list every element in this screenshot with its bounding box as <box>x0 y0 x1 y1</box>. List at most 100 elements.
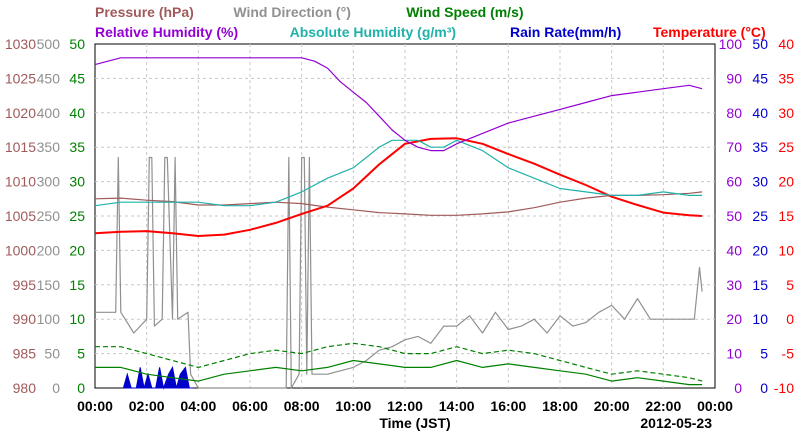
temperature-tick-label: 20 <box>778 174 794 190</box>
grid <box>95 44 715 388</box>
pressure-tick-label: 1015 <box>5 139 36 155</box>
pressure-tick-label: 1000 <box>5 242 36 258</box>
rain_rate-tick-label: 10 <box>752 311 768 327</box>
x-tick-label: 08:00 <box>284 398 320 414</box>
wind_direction-tick-label: 50 <box>44 346 60 362</box>
wind_speed-tick-label: 25 <box>69 208 85 224</box>
header-label: Wind Speed (m/s) <box>406 4 523 20</box>
relative_humidity-tick-label: 100 <box>719 36 743 52</box>
x-tick-label: 02:00 <box>129 398 165 414</box>
relative_humidity-tick-label: 10 <box>726 346 742 362</box>
relative_humidity-tick-label: 40 <box>726 242 742 258</box>
x-tick-label: 00:00 <box>697 398 733 414</box>
data-series <box>94 57 703 390</box>
pressure-tick-label: 1025 <box>5 70 36 86</box>
temperature-tick-label: 5 <box>786 277 794 293</box>
right-axes: 1009080706050403020100504540353025201510… <box>719 36 795 396</box>
header-label: Pressure (hPa) <box>95 4 194 20</box>
relative_humidity-tick-label: 20 <box>726 311 742 327</box>
x-tick-label: 18:00 <box>542 398 578 414</box>
rain_rate-tick-label: 50 <box>752 36 768 52</box>
x-tick-label: 22:00 <box>645 398 681 414</box>
relative_humidity-tick-label: 90 <box>726 70 742 86</box>
wind-direction-series <box>95 156 703 389</box>
rain_rate-tick-label: 5 <box>760 346 768 362</box>
rain_rate-tick-label: 25 <box>752 208 768 224</box>
rain_rate-tick-label: 0 <box>760 380 768 396</box>
temperature-tick-label: 40 <box>778 36 794 52</box>
temperature-tick-label: 25 <box>778 139 794 155</box>
pressure-tick-label: 980 <box>13 380 37 396</box>
relative_humidity-tick-label: 50 <box>726 208 742 224</box>
chart-header: Pressure (hPa) Wind Direction (°) Wind Spe… <box>95 4 766 40</box>
rain_rate-tick-label: 45 <box>752 70 768 86</box>
wind_speed-tick-label: 30 <box>69 174 85 190</box>
rain_rate-tick-label: 35 <box>752 139 768 155</box>
x-tick-label: 12:00 <box>387 398 423 414</box>
wind-speed-series <box>95 359 703 386</box>
wind_direction-tick-label: 350 <box>37 139 61 155</box>
relative_humidity-tick-label: 0 <box>734 380 742 396</box>
wind_speed-tick-label: 50 <box>69 36 85 52</box>
wind_direction-tick-label: 300 <box>37 174 61 190</box>
wind_speed-tick-label: 45 <box>69 70 85 86</box>
wind_direction-tick-label: 400 <box>37 105 61 121</box>
date-label: 2012-05-23 <box>640 415 712 431</box>
x-axis-ticks: 00:00 02:00 04:00 06:00 08:00 10:00 12:00 14:00… <box>77 398 733 414</box>
x-tick-label: 10:00 <box>335 398 371 414</box>
header-label: Wind Direction (°) <box>233 4 350 20</box>
temperature-series <box>94 137 703 237</box>
wind_direction-tick-label: 500 <box>37 36 61 52</box>
wind_speed-tick-label: 20 <box>69 242 85 258</box>
pressure-tick-label: 990 <box>13 311 37 327</box>
pressure-tick-label: 995 <box>13 277 37 293</box>
x-tick-label: 20:00 <box>594 398 630 414</box>
relative_humidity-tick-label: 70 <box>726 139 742 155</box>
wind_direction-tick-label: 450 <box>37 70 61 86</box>
pressure-tick-label: 985 <box>13 346 37 362</box>
wind_speed-tick-label: 35 <box>69 139 85 155</box>
temperature-tick-label: 15 <box>778 208 794 224</box>
wind_speed-tick-label: 5 <box>77 346 85 362</box>
temperature-tick-label: -10 <box>774 380 794 396</box>
x-tick-label: 16:00 <box>490 398 526 414</box>
x-tick-label: 14:00 <box>439 398 475 414</box>
rain_rate-tick-label: 20 <box>752 242 768 258</box>
temperature-tick-label: 0 <box>786 311 794 327</box>
header-label: Temperature (°C) <box>653 24 766 40</box>
wind_speed-tick-label: 40 <box>69 105 85 121</box>
temperature-tick-label: -5 <box>782 346 795 362</box>
wind_direction-tick-label: 250 <box>37 208 61 224</box>
header-label: Absolute Humidity (g/m³) <box>290 24 456 40</box>
rain_rate-tick-label: 15 <box>752 277 768 293</box>
wind_direction-tick-label: 100 <box>37 311 61 327</box>
temperature-tick-label: 10 <box>778 242 794 258</box>
wind_speed-tick-label: 0 <box>77 380 85 396</box>
wind_speed-tick-label: 10 <box>69 311 85 327</box>
pressure-tick-label: 1020 <box>5 105 36 121</box>
relative_humidity-tick-label: 30 <box>726 277 742 293</box>
wind_direction-tick-label: 0 <box>52 380 60 396</box>
x-tick-label: 06:00 <box>232 398 268 414</box>
pressure-tick-label: 1005 <box>5 208 36 224</box>
x-tick-label: 04:00 <box>180 398 216 414</box>
header-label: Relative Humidity (%) <box>95 24 238 40</box>
rain_rate-tick-label: 40 <box>752 105 768 121</box>
rain_rate-tick-label: 30 <box>752 174 768 190</box>
relative-humidity-series <box>94 57 703 152</box>
x-tick-label: 00:00 <box>77 398 113 414</box>
relative_humidity-tick-label: 80 <box>726 105 742 121</box>
x-axis-label: Time (JST) <box>379 415 450 431</box>
wind-speed-gust-series <box>95 342 703 382</box>
left-axes: 1030102510201015101010051000995990985980… <box>5 36 85 396</box>
temperature-tick-label: 35 <box>778 70 794 86</box>
pressure-tick-label: 1010 <box>5 174 36 190</box>
header-label: Rain Rate(mm/h) <box>510 24 621 40</box>
relative_humidity-tick-label: 60 <box>726 174 742 190</box>
wind_direction-tick-label: 200 <box>37 242 61 258</box>
wind_speed-tick-label: 15 <box>69 277 85 293</box>
wind_direction-tick-label: 150 <box>37 277 61 293</box>
temperature-tick-label: 30 <box>778 105 794 121</box>
pressure-tick-label: 1030 <box>5 36 36 52</box>
